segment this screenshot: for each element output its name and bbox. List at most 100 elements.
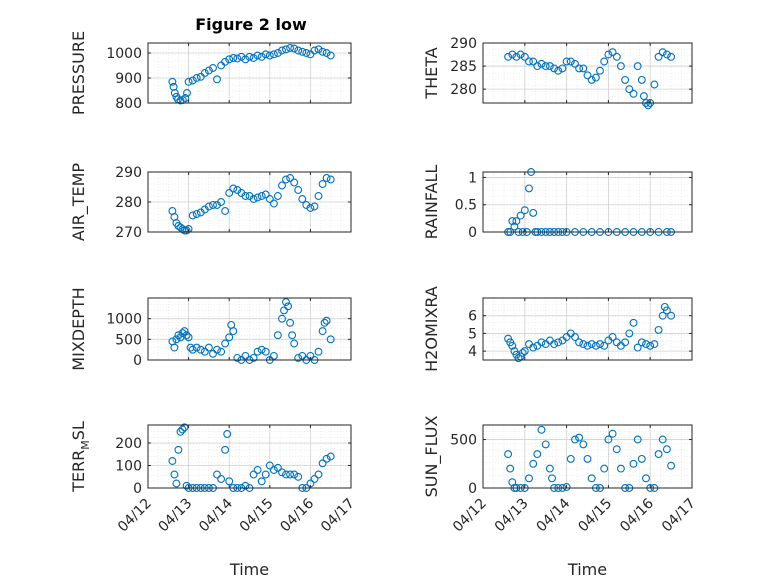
data-point [650, 80, 659, 89]
data-point [200, 347, 209, 356]
data-point [591, 341, 600, 350]
data-point [550, 64, 559, 73]
data-point [520, 347, 529, 356]
data-point [241, 192, 250, 200]
data-point [320, 318, 329, 327]
data-point [298, 47, 307, 56]
data-point [237, 52, 246, 61]
y-tick-label: 6 [468, 309, 477, 325]
data-point [583, 71, 592, 80]
data-point [596, 66, 604, 75]
y-tick-label: 0.5 [455, 198, 477, 214]
data-point [298, 195, 307, 203]
data-point [506, 464, 515, 473]
data-point [282, 470, 290, 479]
y-tick-label: 285 [450, 59, 477, 75]
data-point [541, 62, 550, 71]
data-point [253, 466, 262, 474]
data-point [257, 477, 266, 486]
data-point [209, 201, 217, 209]
data-point [265, 51, 274, 60]
data-point [642, 474, 650, 483]
data-point [633, 343, 642, 352]
data-point [192, 74, 201, 82]
data-point [537, 59, 546, 68]
y-tick-label: 1000 [106, 312, 142, 328]
data-point [204, 66, 213, 75]
data-point [571, 333, 579, 341]
data-point [548, 474, 556, 483]
data-point [261, 50, 270, 59]
data-point [612, 52, 621, 61]
data-point [322, 316, 331, 325]
subplot-4: 0 0.5 1 RAINFALL [422, 165, 693, 241]
data-point [596, 340, 604, 349]
y-tick-label: 800 [115, 96, 142, 112]
y-axis-label: PRESSURE [69, 31, 88, 115]
data-point [221, 57, 230, 66]
y-axis-label: SUN_FLUX [422, 416, 442, 498]
subplot-5: 0 500 1000 MIXDEPTH [69, 287, 352, 371]
data-point [221, 339, 230, 348]
data-point [184, 77, 193, 86]
data-point [286, 44, 295, 52]
data-point [168, 457, 177, 465]
x-tick-label: 04/17 [318, 496, 358, 536]
data-point [566, 57, 575, 66]
data-point [241, 481, 250, 490]
data-point [587, 340, 596, 349]
data-point [642, 340, 650, 349]
data-point [575, 433, 584, 442]
data-point [587, 474, 596, 483]
data-point [286, 470, 295, 479]
data-point [608, 429, 617, 438]
data-point [326, 175, 335, 184]
data-point [229, 184, 238, 193]
y-tick-label: 1000 [106, 46, 142, 62]
data-point [183, 89, 191, 97]
data-point [604, 50, 613, 59]
y-tick-label: 280 [115, 195, 142, 211]
data-point [579, 440, 588, 449]
data-point [253, 51, 262, 60]
x-tick-label: 04/15 [237, 496, 277, 536]
data-point [508, 50, 517, 59]
data-point [525, 57, 533, 66]
data-point [591, 73, 600, 82]
data-point [579, 340, 588, 349]
data-point [587, 75, 596, 84]
data-point [322, 454, 331, 463]
data-point [261, 347, 270, 356]
subplot-8: 0 500 04/12 04/13 04/14 04/15 04/16 04/17 Time SU… [422, 416, 699, 579]
subplot-7: 0 100 200 04/12 04/13 04/14 04/15 04/16 04/17 Tim… [69, 421, 358, 579]
x-tick-label: 04/13 [156, 496, 196, 536]
data-point [658, 435, 667, 444]
data-point [223, 430, 232, 438]
data-point [269, 466, 278, 474]
data-point [650, 340, 659, 349]
data-point [282, 175, 290, 184]
data-point [170, 470, 179, 479]
data-point [322, 49, 331, 57]
data-point [170, 89, 179, 97]
data-point [225, 477, 234, 486]
data-point [298, 351, 307, 360]
y-tick-label: 280 [450, 82, 477, 98]
data-point [302, 49, 311, 57]
data-point [273, 49, 282, 57]
data-point [229, 327, 238, 336]
data-point [269, 199, 278, 208]
data-point [249, 470, 258, 479]
data-point [504, 52, 513, 61]
data-point [280, 306, 288, 315]
data-point [288, 331, 297, 340]
y-tick-label: 0 [468, 225, 477, 241]
data-point [257, 345, 266, 354]
data-point [180, 423, 189, 432]
data-point [566, 454, 575, 463]
subplot-6: 4 56 H2OMIXRA [422, 286, 693, 372]
data-point [278, 314, 286, 323]
subplot-3: 270 280 290 AIR_TEMP [69, 163, 352, 241]
data-point [318, 459, 327, 468]
y-axis-label: TERRMSL [69, 421, 92, 493]
